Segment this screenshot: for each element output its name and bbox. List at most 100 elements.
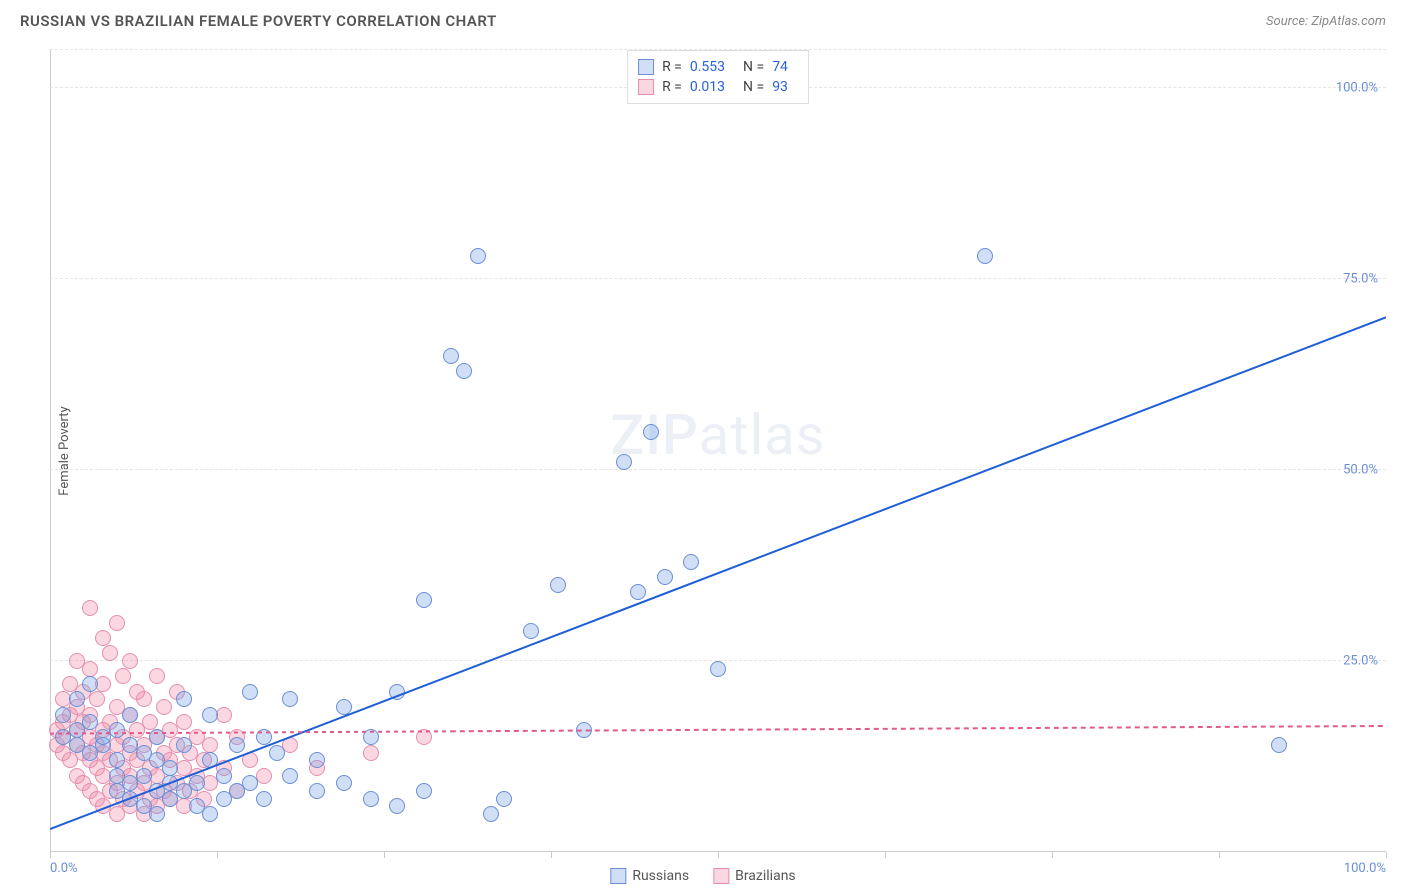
scatter-point <box>109 615 125 631</box>
stats-row-brazilians: R = 0.013 N = 93 <box>638 77 798 97</box>
legend-label-russians: Russians <box>632 868 689 884</box>
scatter-point <box>456 363 472 379</box>
scatter-point <box>149 668 165 684</box>
scatter-point <box>416 783 432 799</box>
scatter-point <box>69 691 85 707</box>
scatter-point <box>256 791 272 807</box>
scatter-point <box>470 248 486 264</box>
source-attribution: Source: ZipAtlas.com <box>1266 14 1386 29</box>
scatter-point <box>443 348 459 364</box>
scatter-point <box>576 722 592 738</box>
scatter-point <box>216 768 232 784</box>
scatter-point <box>176 714 192 730</box>
stats-row-russians: R = 0.553 N = 74 <box>638 57 798 77</box>
r-value-russians: 0.553 <box>690 59 725 75</box>
scatter-point <box>82 661 98 677</box>
scatter-point <box>242 752 258 768</box>
y-tick-label: 25.0% <box>1343 654 1378 669</box>
trend-lines <box>50 50 1386 852</box>
scatter-point <box>643 424 659 440</box>
x-tick-mark <box>551 852 552 858</box>
r-label: R = <box>662 79 682 95</box>
scatter-point <box>162 760 178 776</box>
scatter-point <box>389 798 405 814</box>
scatter-point <box>115 668 131 684</box>
n-value-russians: 74 <box>772 59 788 75</box>
scatter-point <box>389 684 405 700</box>
scatter-point <box>683 554 699 570</box>
x-tick-label: 0.0% <box>50 861 78 876</box>
scatter-point <box>282 691 298 707</box>
x-tick-label: 100.0% <box>1344 861 1386 876</box>
scatter-point <box>496 791 512 807</box>
scatter-point <box>309 752 325 768</box>
scatter-point <box>282 768 298 784</box>
scatter-point <box>630 584 646 600</box>
x-tick-mark <box>885 852 886 858</box>
scatter-point <box>55 707 71 723</box>
scatter-point <box>202 737 218 753</box>
y-tick-label: 50.0% <box>1343 463 1378 478</box>
scatter-point <box>550 577 566 593</box>
scatter-point <box>977 248 993 264</box>
scatter-point <box>122 653 138 669</box>
chart-title: RUSSIAN VS BRAZILIAN FEMALE POVERTY CORR… <box>20 12 497 30</box>
scatter-point <box>616 454 632 470</box>
x-tick-mark <box>1386 852 1387 858</box>
scatter-point <box>269 745 285 761</box>
scatter-point <box>149 806 165 822</box>
scatter-point <box>82 600 98 616</box>
n-value-brazilians: 93 <box>772 79 788 95</box>
r-label: R = <box>662 59 682 75</box>
scatter-point <box>95 630 111 646</box>
scatter-point <box>416 592 432 608</box>
x-tick-mark <box>50 852 51 858</box>
scatter-point <box>142 714 158 730</box>
scatter-point <box>189 775 205 791</box>
scatter-point <box>657 569 673 585</box>
scatter-point <box>176 691 192 707</box>
scatter-point <box>136 691 152 707</box>
x-tick-mark <box>718 852 719 858</box>
y-tick-label: 100.0% <box>1336 81 1378 96</box>
x-tick-mark <box>384 852 385 858</box>
scatter-point <box>202 752 218 768</box>
x-tick-mark <box>217 852 218 858</box>
scatter-point <box>202 806 218 822</box>
scatter-point <box>89 691 105 707</box>
x-tick-mark <box>1052 852 1053 858</box>
r-value-brazilians: 0.013 <box>690 79 725 95</box>
swatch-pink-icon <box>713 868 729 884</box>
n-label: N = <box>743 59 764 75</box>
swatch-blue-icon <box>610 868 626 884</box>
scatter-point <box>710 661 726 677</box>
scatter-point <box>82 714 98 730</box>
x-tick-mark <box>1219 852 1220 858</box>
scatter-point <box>336 699 352 715</box>
scatter-point <box>256 729 272 745</box>
grid-line <box>50 278 1386 279</box>
bottom-legend: Russians Brazilians <box>610 868 795 884</box>
scatter-point <box>109 752 125 768</box>
scatter-point <box>202 707 218 723</box>
legend-item-russians: Russians <box>610 868 689 884</box>
scatter-point <box>102 645 118 661</box>
scatter-point <box>156 699 172 715</box>
chart-area: Female Poverty ZIPatlas 25.0%50.0%75.0%1… <box>50 50 1386 852</box>
scatter-point <box>176 737 192 753</box>
legend-item-brazilians: Brazilians <box>713 868 796 884</box>
scatter-point <box>82 676 98 692</box>
scatter-point <box>242 684 258 700</box>
grid-line <box>50 469 1386 470</box>
scatter-point <box>363 729 379 745</box>
legend-label-brazilians: Brazilians <box>735 868 796 884</box>
n-label: N = <box>743 79 764 95</box>
scatter-point <box>363 791 379 807</box>
swatch-blue-icon <box>638 59 654 75</box>
scatter-point <box>109 722 125 738</box>
scatter-point <box>136 768 152 784</box>
scatter-point <box>309 783 325 799</box>
scatter-point <box>416 729 432 745</box>
scatter-point <box>363 745 379 761</box>
scatter-point <box>1271 737 1287 753</box>
